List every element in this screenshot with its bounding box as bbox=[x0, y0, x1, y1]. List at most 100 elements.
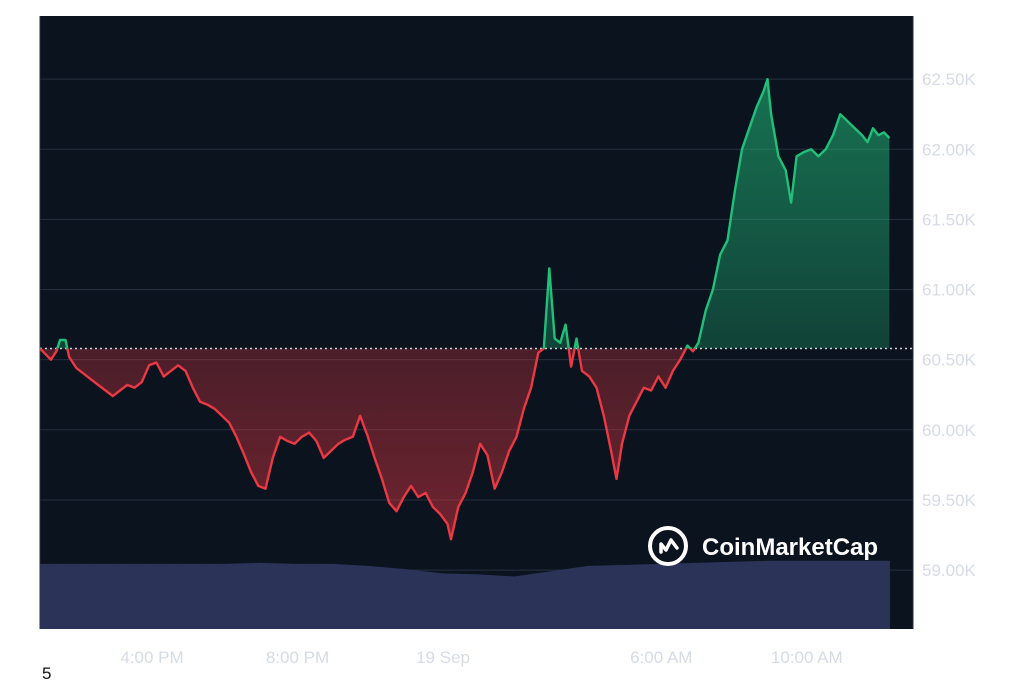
volume-bar bbox=[446, 573, 451, 629]
volume-bar bbox=[549, 571, 554, 629]
volume-bar bbox=[498, 575, 502, 629]
y-tick-label: 59.50K bbox=[922, 491, 977, 510]
volume-bar bbox=[622, 564, 627, 629]
volume-bar bbox=[400, 568, 405, 629]
volume-bar bbox=[822, 560, 827, 629]
volume-bar bbox=[540, 572, 545, 629]
volume-bar bbox=[852, 560, 857, 629]
volume-bar bbox=[601, 565, 605, 629]
volume-bar bbox=[513, 576, 517, 629]
volume-bar bbox=[455, 573, 460, 629]
volume-bar bbox=[761, 560, 766, 629]
volume-bar bbox=[649, 564, 654, 629]
volume-bar bbox=[413, 570, 417, 629]
volume-bar bbox=[561, 569, 566, 629]
volume-bar bbox=[522, 575, 526, 629]
volume-bar bbox=[67, 563, 71, 629]
volume-bar bbox=[795, 560, 799, 629]
volume-bar bbox=[683, 563, 687, 629]
y-tick-label: 60.50K bbox=[922, 351, 977, 370]
volume-bar bbox=[707, 562, 711, 629]
volume-bar bbox=[215, 563, 220, 629]
volume-bar bbox=[124, 563, 129, 629]
volume-bar bbox=[252, 563, 256, 629]
volume-bar bbox=[479, 574, 484, 629]
volume-bar bbox=[76, 563, 81, 629]
volume-bar bbox=[443, 573, 448, 629]
volume-bar bbox=[297, 563, 302, 629]
footnote: 5 bbox=[42, 664, 52, 683]
volume-bar bbox=[173, 563, 178, 629]
x-tick-label: 4:00 PM bbox=[120, 648, 183, 667]
volume-bar bbox=[118, 563, 123, 629]
volume-bar bbox=[840, 560, 845, 629]
volume-bar bbox=[619, 565, 624, 629]
volume-bar bbox=[337, 564, 341, 629]
volume-bar bbox=[325, 563, 329, 629]
volume-bar bbox=[843, 560, 848, 629]
volume-bar bbox=[476, 574, 481, 629]
volume-bar bbox=[334, 564, 338, 629]
volume-bar bbox=[868, 560, 872, 629]
volume-bar bbox=[191, 563, 196, 629]
volume-bar bbox=[155, 563, 159, 629]
volume-bar bbox=[589, 565, 593, 629]
price-line-down bbox=[39, 348, 697, 541]
volume-bar bbox=[828, 560, 833, 629]
volume-bar bbox=[813, 560, 818, 629]
volume-bar bbox=[231, 563, 235, 629]
volume-bar bbox=[388, 567, 393, 629]
volume-bar bbox=[440, 573, 445, 629]
volume-bar bbox=[519, 575, 523, 629]
volume-bar bbox=[625, 564, 630, 629]
volume-bar bbox=[97, 563, 102, 629]
volume-bar bbox=[358, 565, 363, 629]
volume-bar bbox=[158, 563, 162, 629]
volume-bar bbox=[504, 575, 508, 629]
price-area bbox=[40, 79, 890, 540]
volume-bar bbox=[434, 572, 438, 629]
volume-bar bbox=[819, 560, 824, 629]
volume-bar bbox=[652, 564, 657, 629]
volume-bar bbox=[73, 563, 78, 629]
volume-bar bbox=[598, 565, 602, 629]
volume-bar bbox=[64, 563, 68, 629]
volume-bar bbox=[467, 574, 472, 629]
volume-bar bbox=[240, 563, 244, 629]
volume-bar bbox=[461, 573, 466, 629]
volume-bar bbox=[573, 567, 578, 629]
volume-bar bbox=[470, 574, 475, 629]
volume-bar bbox=[789, 560, 793, 629]
volume-bar bbox=[534, 573, 539, 629]
volume-bar bbox=[343, 564, 347, 629]
volume-bar bbox=[306, 563, 311, 629]
volume-bar bbox=[370, 566, 375, 629]
volume-bar bbox=[149, 563, 153, 629]
volume-bar bbox=[874, 560, 878, 629]
volume-bar bbox=[382, 567, 387, 629]
volume-bar bbox=[379, 567, 384, 629]
y-tick-label: 62.50K bbox=[922, 70, 977, 89]
volume-bar bbox=[531, 573, 536, 629]
volume-bars bbox=[40, 560, 890, 629]
volume-bar bbox=[212, 563, 217, 629]
volume-bar bbox=[267, 563, 272, 629]
volume-bar bbox=[849, 560, 854, 629]
volume-bar bbox=[346, 564, 351, 629]
volume-bar bbox=[485, 574, 490, 629]
volume-bar bbox=[752, 561, 757, 629]
volume-bar bbox=[667, 563, 672, 629]
volume-bar bbox=[303, 563, 308, 629]
volume-bar bbox=[725, 561, 730, 629]
volume-bar bbox=[91, 563, 96, 629]
price-line-up bbox=[40, 77, 891, 349]
x-axis-labels: 4:00 PM 8:00 PM 19 Sep 6:00 AM 10:00 AM bbox=[120, 648, 842, 667]
volume-bar bbox=[883, 560, 887, 629]
volume-bar bbox=[777, 560, 781, 629]
volume-bar bbox=[801, 560, 806, 629]
volume-bar bbox=[355, 565, 360, 629]
volume-bar bbox=[61, 563, 65, 629]
y-tick-label: 59.00K bbox=[922, 561, 977, 580]
volume-bar bbox=[495, 575, 499, 629]
